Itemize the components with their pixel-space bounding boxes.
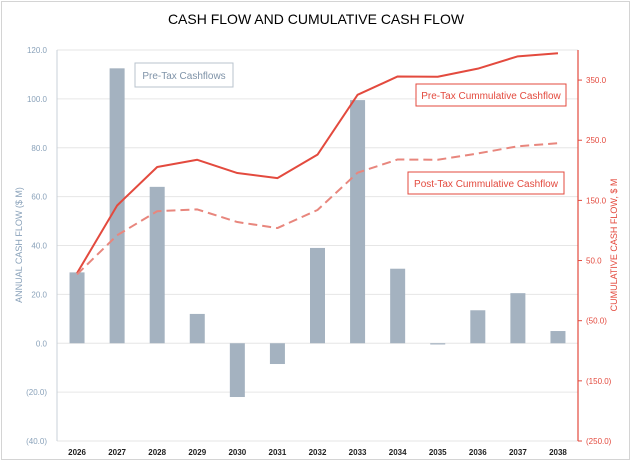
- x-tick-label-2033: 2033: [349, 448, 367, 457]
- legend-posttax-cumulative: Post-Tax Cummulative Cashflow: [407, 171, 565, 195]
- right-tick-label-0: 350.0: [586, 76, 607, 85]
- legend-pretax-bars-label: Pre-Tax Cashflows: [142, 71, 225, 82]
- x-tick-label-2038: 2038: [549, 448, 567, 457]
- legend-pretax-cumulative: Pre-Tax Cummulative Cashflow: [415, 83, 567, 107]
- bar-2032: [310, 247, 325, 344]
- bar-2036: [470, 310, 486, 344]
- bar-2034: [390, 268, 406, 344]
- bar-2037: [510, 293, 526, 344]
- bar-2035: [430, 343, 446, 345]
- tick-labels: 120.0 100.0 80.0 60.0 40.0 20.0 0.0 (20.0) (40.0…: [26, 46, 612, 457]
- line-series-pretax-cumulative: [76, 52, 559, 274]
- bar-2038: [550, 331, 566, 344]
- left-tick-label-4: 40.0: [31, 242, 47, 251]
- legend-pretax-bars: Pre-Tax Cashflows: [134, 62, 234, 88]
- line-series-posttax-cumulative: [76, 142, 559, 276]
- legend-pretax-cumulative-label: Pre-Tax Cummulative Cashflow: [421, 91, 561, 102]
- bar-2031: [269, 343, 285, 365]
- bars-group: [69, 68, 566, 398]
- chart-title: CASH FLOW AND CUMULATIVE CASH FLOW: [168, 11, 465, 27]
- left-tick-label-0: 120.0: [27, 46, 48, 55]
- x-tick-label-2030: 2030: [228, 448, 246, 457]
- left-tick-label-6: 0.0: [36, 339, 48, 348]
- bar-2033: [350, 100, 366, 344]
- x-tick-label-2027: 2027: [108, 448, 126, 457]
- bar-2029: [189, 313, 205, 344]
- grid-lines: [57, 49, 578, 442]
- x-tick-label-2034: 2034: [389, 448, 407, 457]
- x-tick-label-2031: 2031: [269, 448, 287, 457]
- left-tick-label-8: (40.0): [26, 437, 47, 446]
- x-tick-label-2036: 2036: [469, 448, 487, 457]
- axes-group: [56, 50, 582, 442]
- left-tick-label-5: 20.0: [31, 290, 47, 299]
- bar-2028: [149, 186, 165, 344]
- right-tick-label-6: (250.0): [586, 437, 612, 446]
- right-tick-label-5: (150.0): [586, 377, 612, 386]
- left-axis-label: ANNUAL CASH FLOW ($ M): [14, 187, 24, 303]
- right-tick-label-4: (50.0): [586, 317, 607, 326]
- legend-posttax-cumulative-label: Post-Tax Cummulative Cashflow: [414, 179, 559, 190]
- right-tick-label-1: 250.0: [586, 136, 607, 145]
- x-tick-label-2028: 2028: [148, 448, 166, 457]
- x-tick-label-2032: 2032: [309, 448, 327, 457]
- bar-2030: [229, 343, 245, 398]
- bar-2026: [69, 272, 85, 344]
- x-tick-label-2029: 2029: [188, 448, 206, 457]
- left-tick-label-3: 60.0: [31, 193, 47, 202]
- left-tick-label-2: 80.0: [31, 144, 47, 153]
- left-tick-label-1: 100.0: [27, 95, 48, 104]
- left-tick-label-7: (20.0): [26, 388, 47, 397]
- x-tick-label-2037: 2037: [509, 448, 527, 457]
- right-tick-label-3: 50.0: [586, 257, 602, 266]
- lines-group: [76, 52, 559, 276]
- x-tick-label-2026: 2026: [68, 448, 86, 457]
- x-tick-label-2035: 2035: [429, 448, 447, 457]
- right-tick-label-2: 150.0: [586, 196, 607, 205]
- right-axis-label: CUMULATIVE CASH FLOW, $ M: [609, 179, 619, 312]
